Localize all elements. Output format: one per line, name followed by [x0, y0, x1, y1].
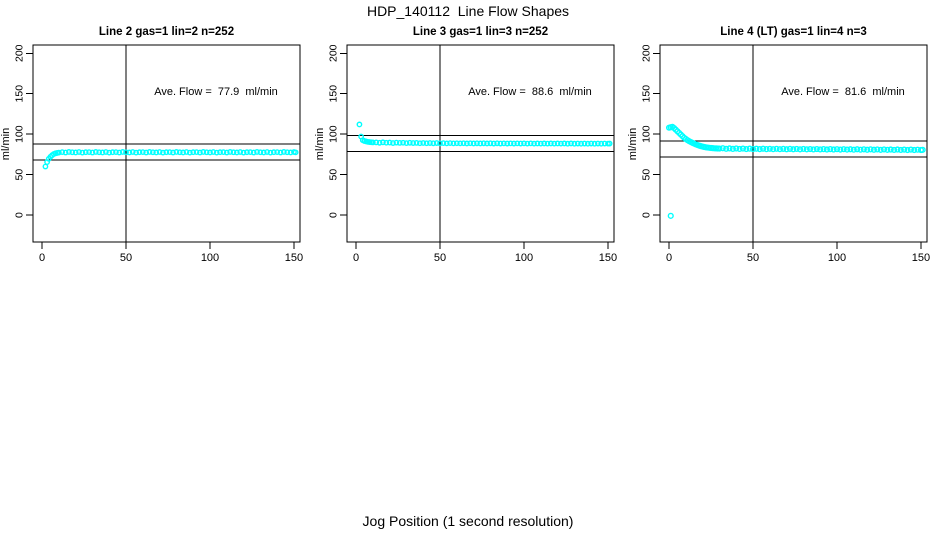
svg-text:50: 50 [120, 252, 132, 264]
panel-1-y-axis-label: ml/min [0, 127, 12, 161]
svg-text:100: 100 [828, 252, 846, 264]
figure-title: HDP_140112 Line Flow Shapes [366, 3, 570, 19]
svg-text:200: 200 [328, 44, 340, 62]
svg-text:100: 100 [14, 125, 26, 143]
svg-text:150: 150 [599, 252, 617, 264]
panel-3-y-axis-label: ml/min [627, 127, 639, 161]
svg-text:150: 150 [14, 85, 26, 103]
svg-text:0: 0 [353, 252, 359, 264]
svg-text:150: 150 [912, 252, 930, 264]
svg-text:200: 200 [14, 44, 26, 62]
svg-text:0: 0 [14, 212, 26, 218]
svg-text:0: 0 [641, 212, 653, 218]
panel-3-title: Line 4 (LT) gas=1 lin=4 n=3 [720, 26, 867, 38]
svg-text:0: 0 [666, 252, 672, 264]
svg-text:100: 100 [641, 125, 653, 143]
panel-1-title: Line 2 gas=1 lin=2 n=252 [98, 26, 235, 38]
svg-text:50: 50 [434, 252, 446, 264]
svg-text:200: 200 [641, 44, 653, 62]
svg-text:100: 100 [515, 252, 533, 264]
svg-text:50: 50 [328, 169, 340, 181]
panel-2-ave-flow-annotation: Ave. Flow = 88.6 ml/min [468, 86, 592, 98]
figure-x-axis-label: Jog Position (1 second resolution) [362, 513, 574, 529]
panel-2-title: Line 3 gas=1 lin=3 n=252 [412, 26, 549, 38]
svg-text:50: 50 [641, 169, 653, 181]
panel-1-ave-flow-annotation: Ave. Flow = 77.9 ml/min [154, 86, 278, 98]
svg-text:50: 50 [14, 169, 26, 181]
svg-text:100: 100 [328, 125, 340, 143]
svg-text:150: 150 [285, 252, 303, 264]
panel-2-y-axis-label: ml/min [314, 127, 326, 161]
svg-text:0: 0 [328, 212, 340, 218]
panel-3-ave-flow-annotation: Ave. Flow = 81.6 ml/min [781, 86, 905, 98]
svg-text:50: 50 [747, 252, 759, 264]
svg-text:0: 0 [39, 252, 45, 264]
svg-text:100: 100 [201, 252, 219, 264]
